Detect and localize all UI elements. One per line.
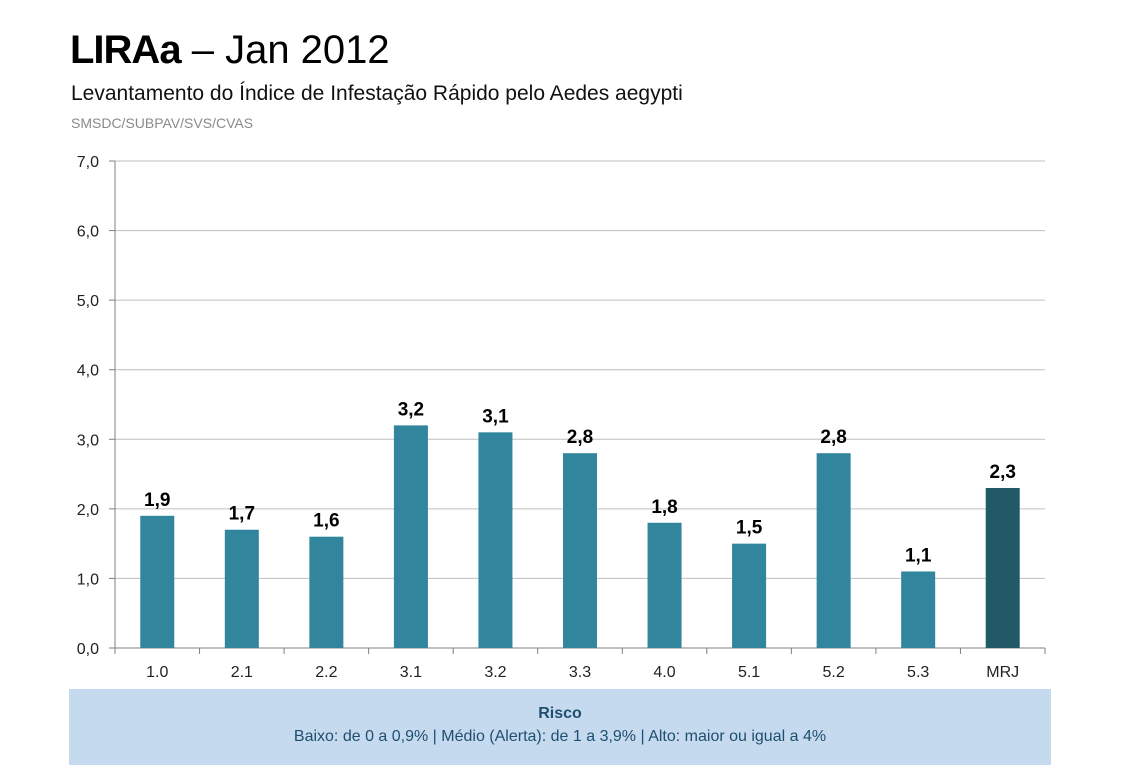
risk-legend: Risco Baixo: de 0 a 0,9% | Médio (Alerta…	[69, 689, 1051, 765]
data-label: 1,8	[651, 497, 677, 518]
data-label: 1,5	[736, 518, 763, 539]
x-tick-label: 3.3	[569, 664, 591, 681]
y-tick-label: 5,0	[77, 293, 99, 310]
legend-text: Baixo: de 0 a 0,9% | Médio (Alerta): de …	[293, 728, 827, 745]
bar	[309, 536, 344, 648]
data-label: 3,2	[398, 399, 424, 420]
data-label: 1,1	[905, 545, 932, 566]
x-tick-label: 2.2	[315, 664, 337, 681]
bar	[393, 425, 428, 648]
bar	[732, 543, 767, 648]
bar	[478, 432, 513, 648]
y-tick-label: 1,0	[77, 571, 99, 588]
title-date: Jan 2012	[225, 28, 390, 72]
x-tick-label: MRJ	[986, 664, 1019, 681]
legend-title: Risco	[538, 705, 582, 722]
data-label: 1,9	[144, 490, 170, 511]
x-tick-label: 5.1	[738, 664, 760, 681]
bar	[224, 529, 259, 648]
y-tick-label: 0,0	[77, 641, 99, 658]
data-label: 2,8	[820, 427, 846, 448]
x-tick-label: 3.2	[484, 664, 506, 681]
data-label: 3,1	[482, 406, 509, 427]
bar	[816, 453, 851, 648]
y-tick-label: 6,0	[77, 224, 99, 241]
x-tick-label: 2.1	[231, 664, 253, 681]
y-tick-label: 3,0	[77, 432, 99, 449]
title-separator: –	[191, 28, 214, 72]
x-tick-label: 4.0	[653, 664, 675, 681]
y-tick-label: 2,0	[77, 502, 99, 519]
data-label: 2,3	[990, 462, 1016, 483]
data-label: 1,6	[313, 511, 339, 532]
bar	[901, 571, 936, 648]
data-label: 1,7	[229, 504, 255, 525]
chart-source: SMSDC/SUBPAV/SVS/CVAS	[71, 115, 254, 131]
y-tick-label: 4,0	[77, 363, 99, 380]
title-strong: LIRAa	[70, 28, 182, 72]
x-tick-label: 1.0	[146, 664, 168, 681]
bar	[985, 487, 1020, 648]
bar	[140, 515, 175, 648]
chart-title: LIRAa – Jan 2012	[70, 26, 390, 74]
bar	[563, 453, 597, 648]
x-tick-label: 5.3	[907, 664, 929, 681]
data-label: 2,8	[567, 427, 593, 448]
bar	[647, 522, 682, 648]
y-tick-label: 7,0	[77, 154, 99, 171]
x-tick-label: 3.1	[400, 664, 422, 681]
x-tick-label: 5.2	[823, 664, 845, 681]
chart-subtitle: Levantamento do Índice de Infestação Ráp…	[71, 82, 683, 105]
